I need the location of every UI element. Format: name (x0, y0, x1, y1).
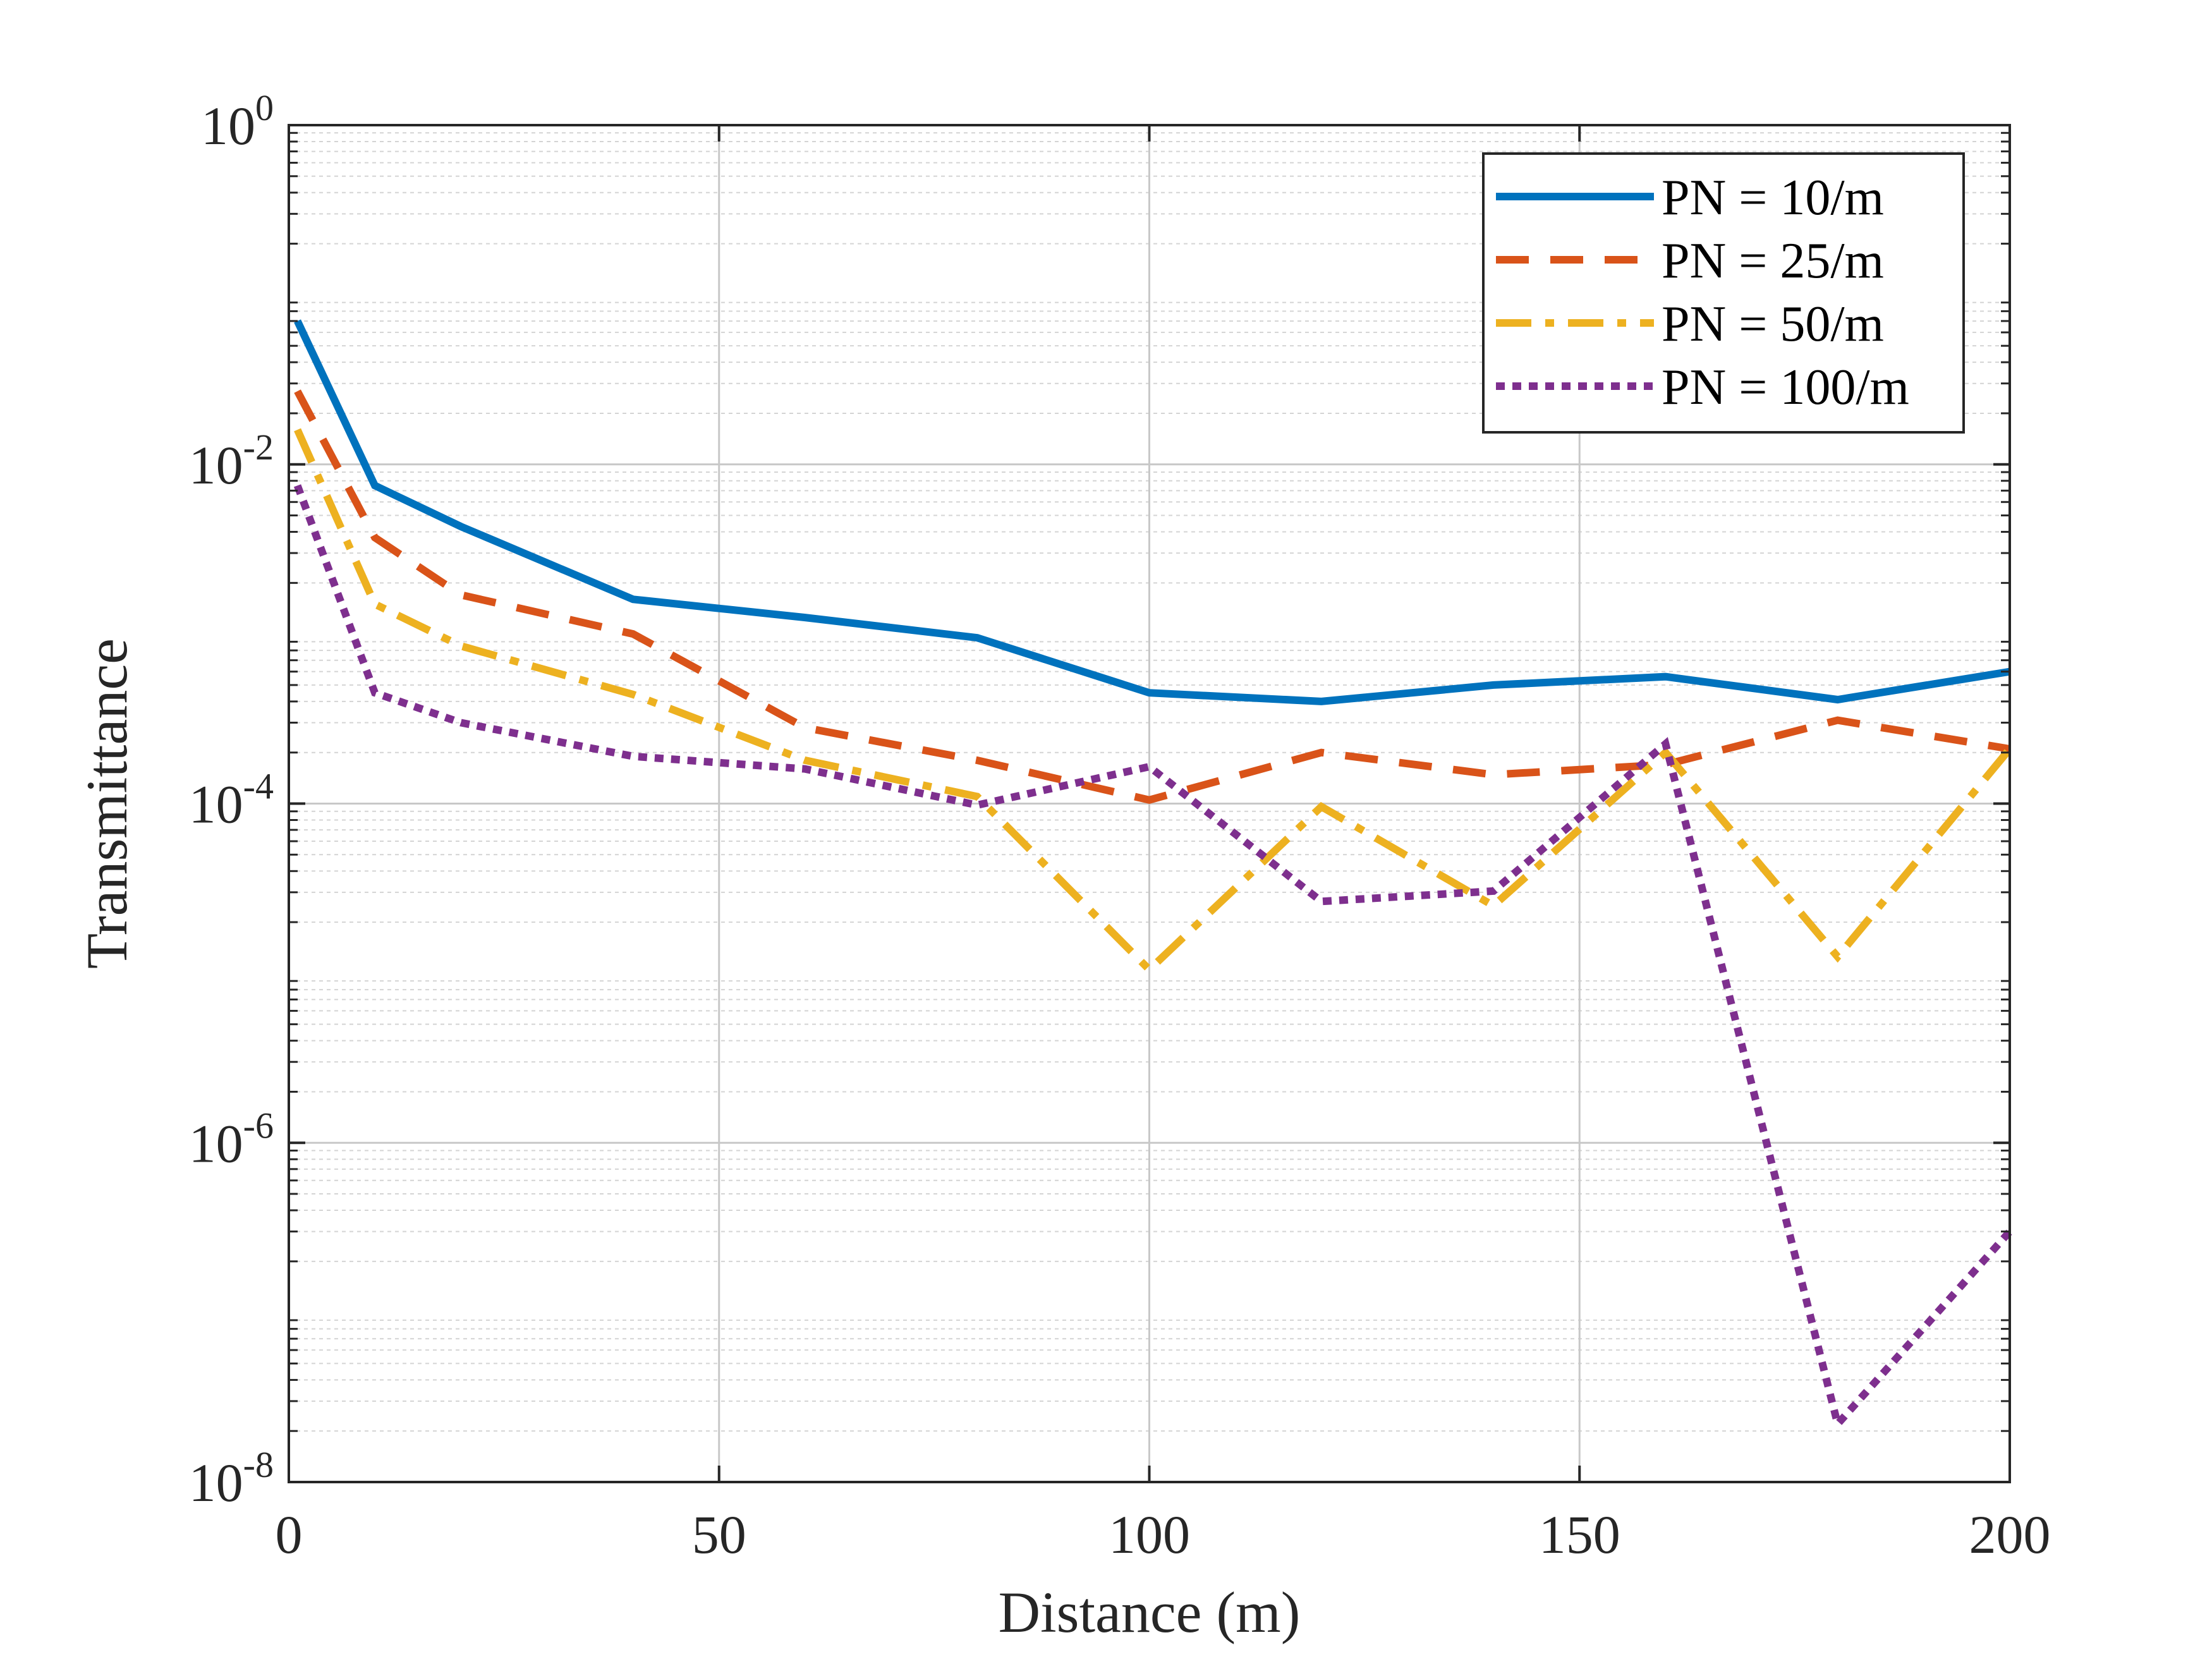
y-tick-label: 10-8 (189, 1444, 274, 1513)
y-axis-title: Transmittance (75, 638, 139, 969)
legend-label-2: PN = 25/m (1662, 233, 1884, 289)
legend-label-3: PN = 50/m (1662, 296, 1884, 352)
x-axis-title: Distance (m) (999, 1580, 1301, 1644)
x-tick-label: 0 (276, 1504, 303, 1565)
y-tick-label: 10-2 (189, 427, 274, 495)
y-tick-labels: 100 10-2 10-4 10-6 10-8 (189, 87, 274, 1513)
series-line-4 (293, 484, 2013, 1432)
tick-marks (288, 124, 2011, 1483)
y-tick-label: 10-6 (189, 1105, 274, 1174)
legend-label-4: PN = 100/m (1662, 360, 1909, 415)
y-tick-label: 100 (201, 87, 274, 156)
x-tick-labels: 0 50 100 150 200 (276, 1504, 2051, 1565)
x-tick-label: 200 (1969, 1504, 2051, 1565)
series-layer (293, 319, 2013, 1432)
legend: PN = 10/m PN = 25/m PN = 50/m PN = 100/m (1482, 152, 1965, 434)
series-line-3 (294, 428, 2013, 975)
x-tick-label: 150 (1539, 1504, 1620, 1565)
series-line-2 (294, 389, 2010, 804)
x-tick-label: 50 (692, 1504, 746, 1565)
legend-label-1: PN = 10/m (1662, 170, 1884, 226)
x-tick-label: 100 (1109, 1504, 1190, 1565)
series-line-1 (294, 319, 2010, 705)
y-tick-label: 10-4 (189, 766, 274, 835)
